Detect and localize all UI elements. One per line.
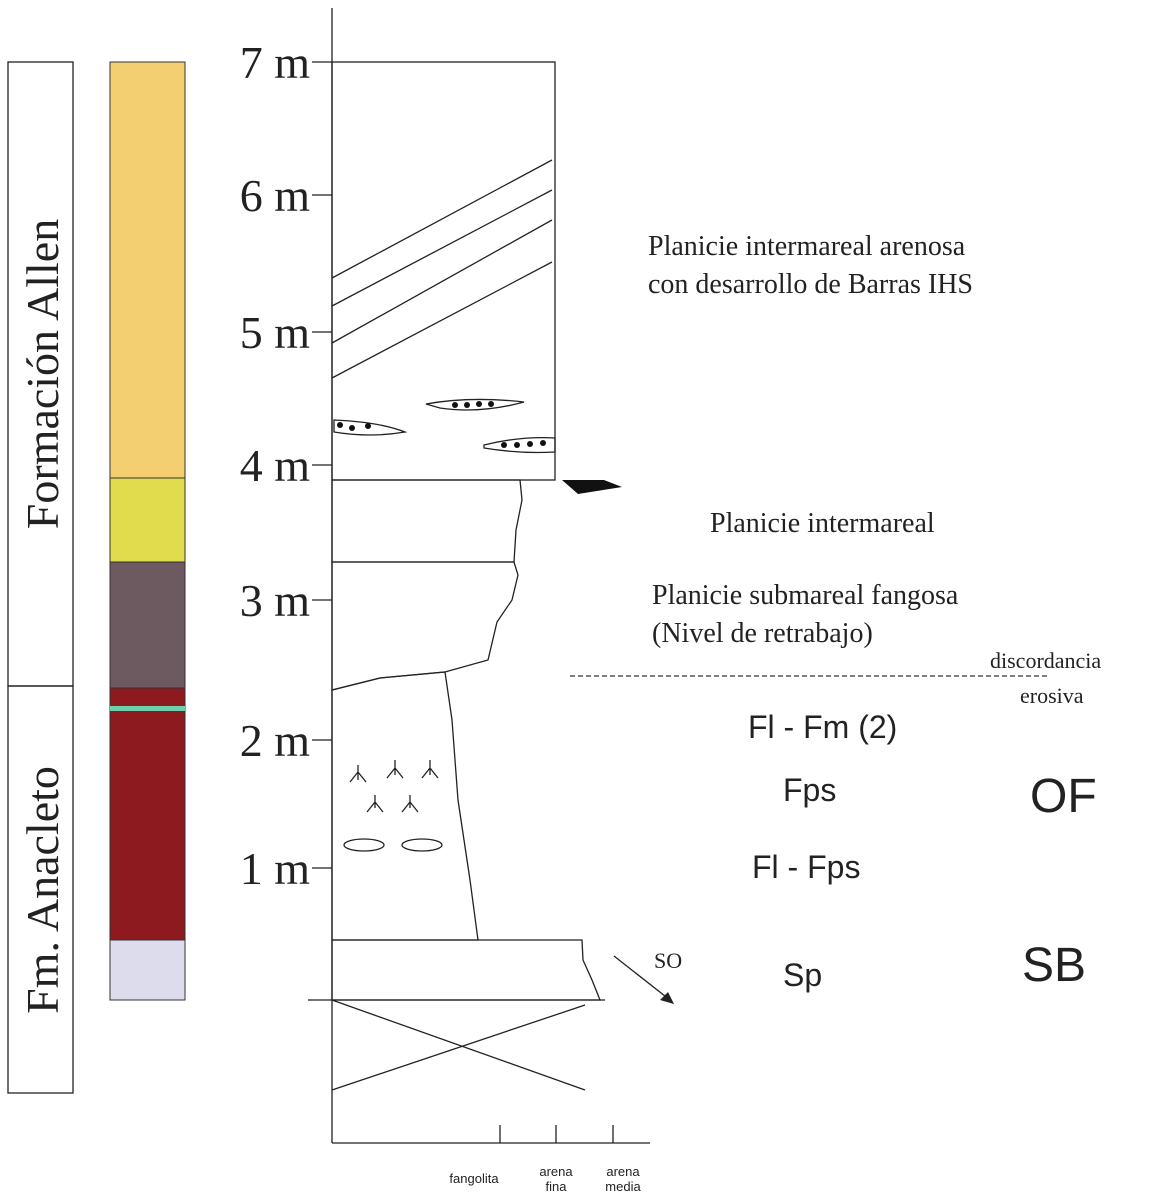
facies-label: Fps <box>783 772 836 808</box>
grain-size-label: media <box>605 1179 641 1194</box>
surface-label: erosiva <box>1020 683 1084 708</box>
grain-size-label: arena <box>539 1164 573 1179</box>
scale-label: 7 m <box>240 37 311 88</box>
environment-label: Planicie intermareal <box>710 508 935 539</box>
marker-arrow <box>562 480 622 494</box>
grain-size-label: fina <box>546 1179 568 1194</box>
paleocurrent-label: SO <box>654 948 682 973</box>
element-label: SB <box>1022 939 1086 992</box>
scale-label: 6 m <box>240 170 311 221</box>
color-column <box>109 61 186 1001</box>
environment-label: con desarrollo de Barras IHS <box>648 269 973 300</box>
facies-label: Fl - Fps <box>752 849 860 885</box>
formation-label: Fm. Anacleto <box>17 766 68 1014</box>
formation-label: Formación Allen <box>17 219 68 529</box>
grain-size-label: arena <box>606 1164 640 1179</box>
facies-label: Sp <box>783 957 822 993</box>
surface-label: discordancia <box>990 648 1101 673</box>
scale-label: 5 m <box>240 307 311 358</box>
scale-label: 1 m <box>240 843 311 894</box>
paleocurrent-arrowhead <box>660 992 674 1004</box>
facies-label: Fl - Fm (2) <box>748 709 897 745</box>
environment-label: Planicie submareal fangosa <box>652 580 959 611</box>
scale-label: 4 m <box>240 440 311 491</box>
environment-label: (Nivel de retrabajo) <box>652 618 873 649</box>
formation-box <box>7 685 74 1094</box>
lithology <box>308 61 605 1091</box>
environment-label: Planicie intermareal arenosa <box>648 231 966 262</box>
grain-size-label: fangolita <box>449 1171 499 1186</box>
element-label: OF <box>1030 770 1097 823</box>
scale <box>312 61 332 869</box>
scale-label: 3 m <box>240 575 311 626</box>
scale-label: 2 m <box>240 715 311 766</box>
paleocurrent-arrow <box>613 955 671 1001</box>
